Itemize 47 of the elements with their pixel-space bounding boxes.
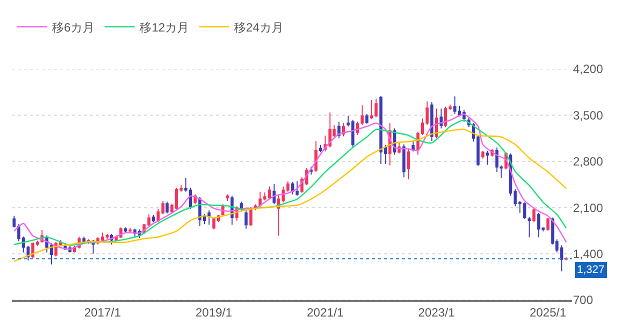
candlestick (272, 183, 276, 205)
candlestick (174, 187, 178, 211)
candlestick (434, 108, 438, 139)
x-tick-label: 2019/1 (195, 305, 232, 320)
candlestick (314, 140, 318, 172)
ref-line-label: 1,327 (577, 264, 605, 276)
y-tick-label: 4,200 (573, 62, 604, 76)
candlestick (226, 194, 230, 202)
candlestick (318, 144, 322, 153)
candlestick (406, 148, 410, 180)
candlestick (147, 214, 150, 227)
y-tick-label: 1,400 (573, 247, 604, 261)
y-tick-label: 2,100 (573, 200, 604, 215)
candlestick (532, 208, 536, 223)
candlestick (546, 218, 550, 232)
legend-label: 移6カ月 (52, 20, 95, 34)
line-series (13, 128, 567, 262)
candlestick (430, 102, 434, 142)
candlestick (277, 194, 280, 236)
candlestick (360, 104, 364, 126)
candlestick (440, 108, 443, 129)
candlestick (537, 212, 540, 238)
x-tick-label: 2021/1 (306, 305, 344, 320)
y-tick-label: 3,500 (573, 108, 604, 122)
candlestick (208, 210, 211, 226)
candlestick (124, 226, 128, 233)
candlestick (152, 214, 155, 223)
candlestick (370, 100, 374, 120)
candlestick (365, 113, 368, 124)
candlestick (528, 216, 531, 238)
candlestick (481, 150, 484, 160)
candlestick (240, 201, 243, 212)
candlestick (128, 228, 132, 234)
candlestick (486, 150, 489, 166)
x-tick-label: 2023/1 (418, 305, 456, 320)
candlestick (161, 200, 164, 215)
y-tick-label: 2,800 (573, 154, 604, 169)
candlestick (244, 210, 248, 230)
legend-label: 移12カ月 (140, 20, 190, 34)
candlestick (166, 201, 169, 214)
legend-label: 移24カ月 (234, 20, 284, 34)
candlestick (310, 166, 313, 176)
y-tick-label: 700 (573, 293, 594, 308)
x-tick-label: 2017/1 (84, 305, 122, 320)
candlestick (402, 144, 406, 178)
candlestick (156, 208, 160, 223)
x-tick-label: 2025/1 (530, 305, 567, 320)
